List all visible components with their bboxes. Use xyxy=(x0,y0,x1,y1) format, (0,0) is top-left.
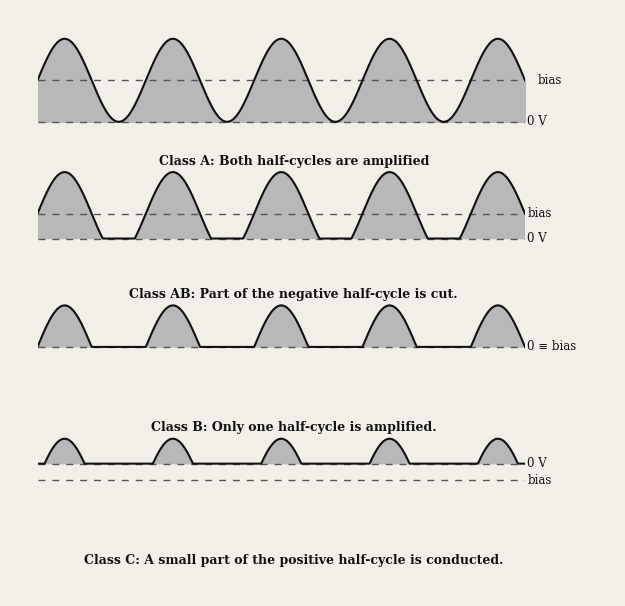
Text: bias: bias xyxy=(528,474,552,487)
Text: Class C: A small part of the positive half-cycle is conducted.: Class C: A small part of the positive ha… xyxy=(84,554,504,567)
Text: Class AB: Part of the negative half-cycle is cut.: Class AB: Part of the negative half-cycl… xyxy=(129,288,458,301)
Text: bias: bias xyxy=(528,207,552,220)
Text: 0 V: 0 V xyxy=(528,457,548,470)
Text: Class B: Only one half-cycle is amplified.: Class B: Only one half-cycle is amplifie… xyxy=(151,421,436,434)
Text: Class A: Both half-cycles are amplified: Class A: Both half-cycles are amplified xyxy=(159,155,429,167)
Text: bias: bias xyxy=(538,74,562,87)
Text: 0 V: 0 V xyxy=(528,232,548,245)
Text: 0 V: 0 V xyxy=(528,115,548,128)
Text: 0 ≡ bias: 0 ≡ bias xyxy=(528,341,577,353)
